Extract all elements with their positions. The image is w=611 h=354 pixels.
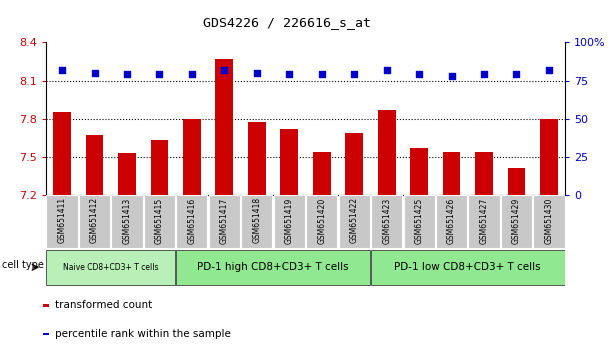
Text: GSM651430: GSM651430 [544,198,554,244]
Text: PD-1 high CD8+CD3+ T cells: PD-1 high CD8+CD3+ T cells [197,262,349,272]
Point [317,72,327,77]
Bar [111,195,142,248]
Bar [183,119,201,195]
Bar [177,195,208,248]
Text: GSM651419: GSM651419 [285,198,294,244]
Bar [436,195,467,248]
Bar [248,122,266,195]
Point [447,73,456,79]
Point [90,70,100,76]
Bar [338,195,370,248]
Text: GSM651415: GSM651415 [155,198,164,244]
Text: GSM651427: GSM651427 [480,198,489,244]
Text: GSM651418: GSM651418 [252,198,262,244]
Bar [79,195,110,248]
Text: GSM651423: GSM651423 [382,198,391,244]
Text: GSM651426: GSM651426 [447,198,456,244]
Bar [53,112,71,195]
Point [284,72,294,77]
Bar [46,250,175,285]
Text: Naive CD8+CD3+ T cells: Naive CD8+CD3+ T cells [63,263,158,272]
Bar [177,250,370,285]
Bar [241,195,273,248]
Text: percentile rank within the sample: percentile rank within the sample [55,329,231,339]
Point [544,67,554,73]
Text: GSM651412: GSM651412 [90,198,99,244]
Bar [378,110,395,195]
Bar [475,152,493,195]
Point [511,72,521,77]
Text: GSM651425: GSM651425 [415,198,423,244]
Bar [403,195,434,248]
Bar [43,304,49,307]
Bar [508,168,525,195]
Text: cell type: cell type [2,260,44,270]
Bar [371,195,402,248]
Bar [46,195,78,248]
Bar [86,135,103,195]
Text: GSM651417: GSM651417 [220,198,229,244]
Text: GSM651416: GSM651416 [188,198,196,244]
Point [155,72,164,77]
Text: transformed count: transformed count [55,300,153,310]
Bar [274,195,305,248]
Bar [150,140,169,195]
Bar [533,195,565,248]
Point [382,67,392,73]
Bar [469,195,500,248]
Point [219,67,229,73]
Bar [313,152,331,195]
Bar [306,195,337,248]
Point [414,72,424,77]
Point [252,70,262,76]
Bar [501,195,532,248]
Bar [216,59,233,195]
Bar [144,195,175,248]
Bar [209,195,240,248]
Bar [43,333,49,336]
Point [122,72,132,77]
Point [57,67,67,73]
Point [187,72,197,77]
Text: GSM651411: GSM651411 [57,198,67,244]
Text: GSM651429: GSM651429 [512,198,521,244]
Bar [371,250,565,285]
Bar [540,119,558,195]
Text: GDS4226 / 226616_s_at: GDS4226 / 226616_s_at [203,16,371,29]
Bar [345,132,363,195]
Text: GSM651413: GSM651413 [122,198,131,244]
Point [479,72,489,77]
Text: GSM651422: GSM651422 [349,198,359,244]
Bar [442,152,461,195]
Bar [118,153,136,195]
Point [349,72,359,77]
Bar [280,129,298,195]
Bar [410,148,428,195]
Text: PD-1 low CD8+CD3+ T cells: PD-1 low CD8+CD3+ T cells [395,262,541,272]
Text: GSM651420: GSM651420 [317,198,326,244]
